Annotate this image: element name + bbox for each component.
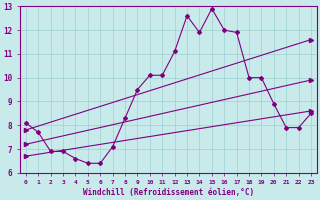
X-axis label: Windchill (Refroidissement éolien,°C): Windchill (Refroidissement éolien,°C) xyxy=(83,188,254,197)
